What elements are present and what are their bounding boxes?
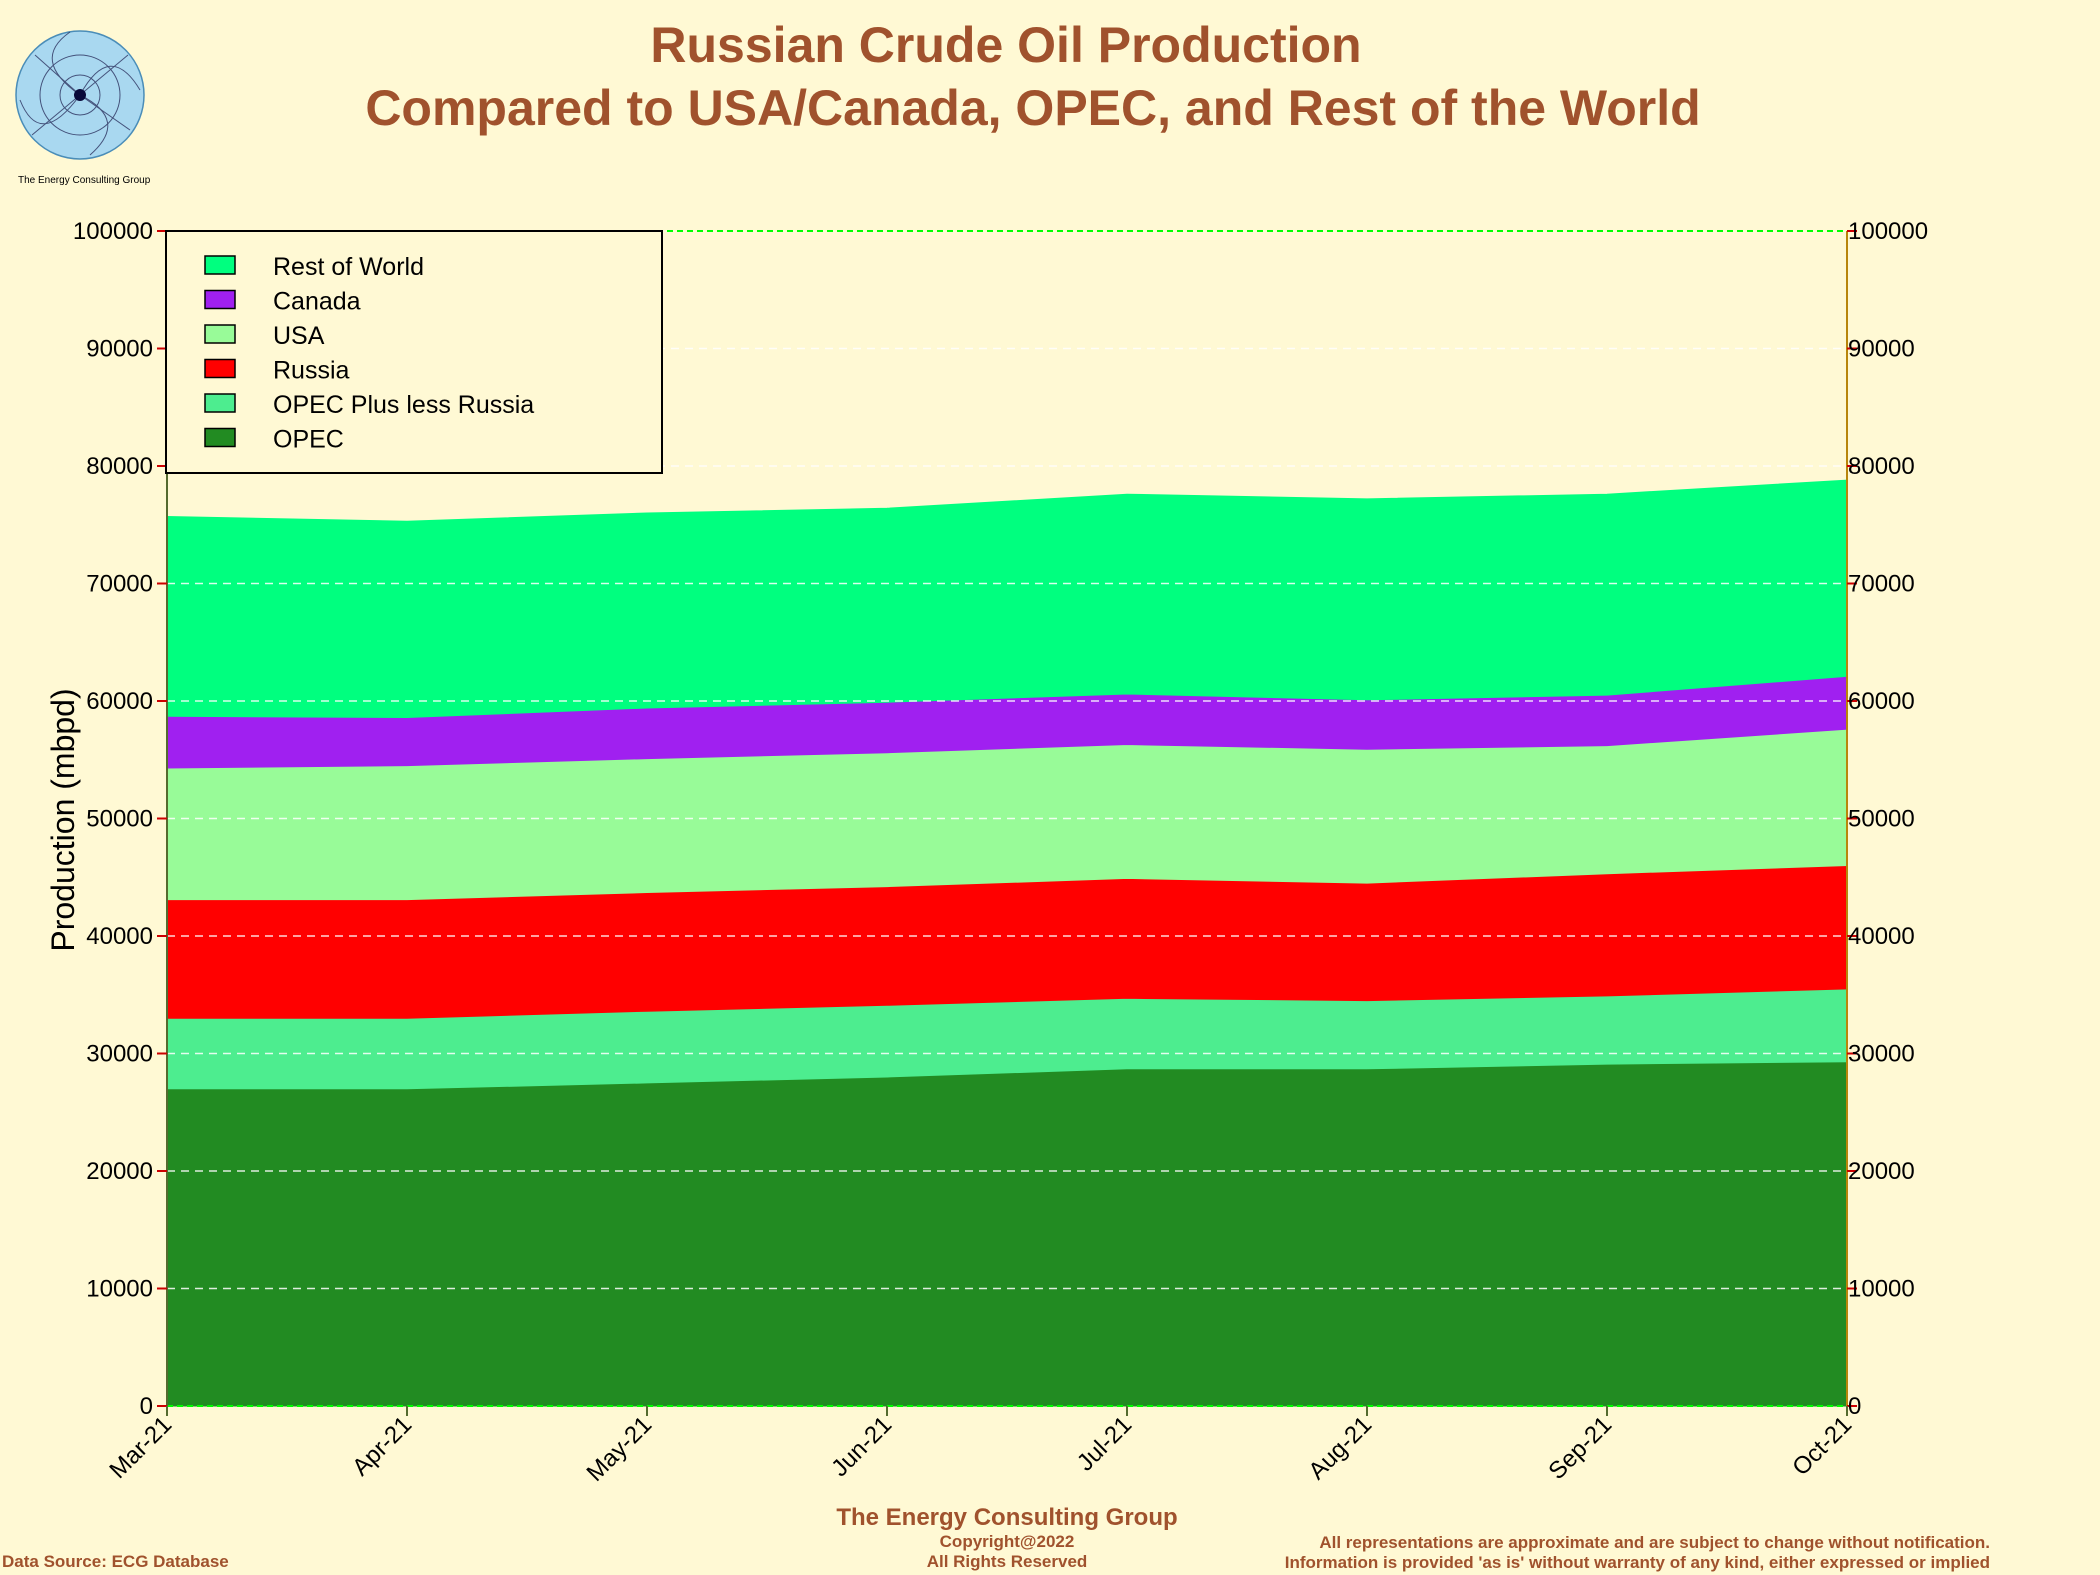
x-tick-label: Aug-21 (1303, 1411, 1377, 1485)
legend-swatch-russia (204, 358, 236, 379)
legend-label-opec-plus-less-russia: OPEC Plus less Russia (273, 391, 534, 419)
legend-box (165, 230, 663, 474)
legend-swatch-opec (204, 427, 236, 448)
y-tick-label-left: 90000 (86, 336, 153, 363)
legend-label-canada: Canada (273, 288, 361, 316)
x-tick-label: Mar-21 (104, 1411, 177, 1484)
footer-data-source: Data Source: ECG Database (2, 1552, 229, 1571)
y-axis-label: Production (mbpd) (45, 688, 81, 951)
y-tick-label-left: 80000 (86, 453, 153, 480)
chart-title-line1: Russian Crude Oil Production (650, 17, 1361, 73)
y-tick-label-right: 100000 (1848, 218, 1928, 245)
x-tick-label: May-21 (582, 1411, 658, 1487)
y-tick-label-left: 30000 (86, 1041, 153, 1068)
x-tick-label: Jun-21 (826, 1411, 897, 1482)
legend-swatch-usa (204, 324, 236, 344)
y-tick-label-right: 60000 (1848, 688, 1915, 715)
y-tick-label-left: 50000 (86, 806, 153, 833)
legend-swatch-opec-plus-less-russia (204, 393, 236, 413)
x-tick-label: Oct-21 (1787, 1411, 1857, 1481)
legend-swatch-canada (204, 289, 236, 310)
x-tick-label: Apr-21 (347, 1411, 417, 1481)
y-tick-label-right: 30000 (1848, 1041, 1915, 1068)
footer-rights: All Rights Reserved (927, 1552, 1088, 1571)
logo-caption: The Energy Consulting Group (18, 175, 151, 186)
footer-disclaimer-line2: Information is provided 'as is' without … (1285, 1553, 1990, 1572)
y-tick-label-right: 40000 (1848, 923, 1915, 950)
y-tick-label-right: 70000 (1848, 571, 1915, 598)
y-tick-label-right: 10000 (1848, 1276, 1915, 1303)
legend: Rest of World Canada USA Russia OPEC Plus le… (165, 230, 663, 474)
logo (15, 30, 145, 160)
legend-label-rest-of-world: Rest of World (273, 253, 424, 281)
y-tick-label-left: 70000 (86, 571, 153, 598)
y-tick-label-left: 20000 (86, 1158, 153, 1185)
y-tick-label-right: 90000 (1848, 336, 1915, 363)
footer-org-name: The Energy Consulting Group (836, 1504, 1177, 1531)
y-tick-label-left: 100000 (73, 218, 153, 245)
chart-title-line2: Compared to USA/Canada, OPEC, and Rest o… (365, 80, 1700, 136)
y-tick-label-left: 60000 (86, 688, 153, 715)
footer-disclaimer-line1: All representations are approximate and … (1319, 1533, 1990, 1552)
y-tick-label-left: 10000 (86, 1276, 153, 1303)
legend-label-usa: USA (273, 322, 325, 350)
footer-copyright: Copyright@2022 (940, 1532, 1075, 1551)
legend-label-russia: Russia (273, 357, 350, 385)
legend-label-opec: OPEC (273, 426, 344, 454)
y-tick-label-right: 80000 (1848, 453, 1915, 480)
y-tick-label-right: 50000 (1848, 806, 1915, 833)
y-tick-label-left: 0 (140, 1393, 153, 1420)
x-tick-label: Jul-21 (1072, 1411, 1137, 1476)
y-tick-label-right: 0 (1848, 1393, 1861, 1420)
area-rest-of-world (166, 479, 1848, 719)
y-tick-label-left: 40000 (86, 923, 153, 950)
area-opec (166, 1061, 1848, 1407)
legend-swatch-rest-of-world (204, 255, 236, 275)
x-tick-label: Sep-21 (1543, 1411, 1617, 1485)
y-tick-label-right: 20000 (1848, 1158, 1915, 1185)
